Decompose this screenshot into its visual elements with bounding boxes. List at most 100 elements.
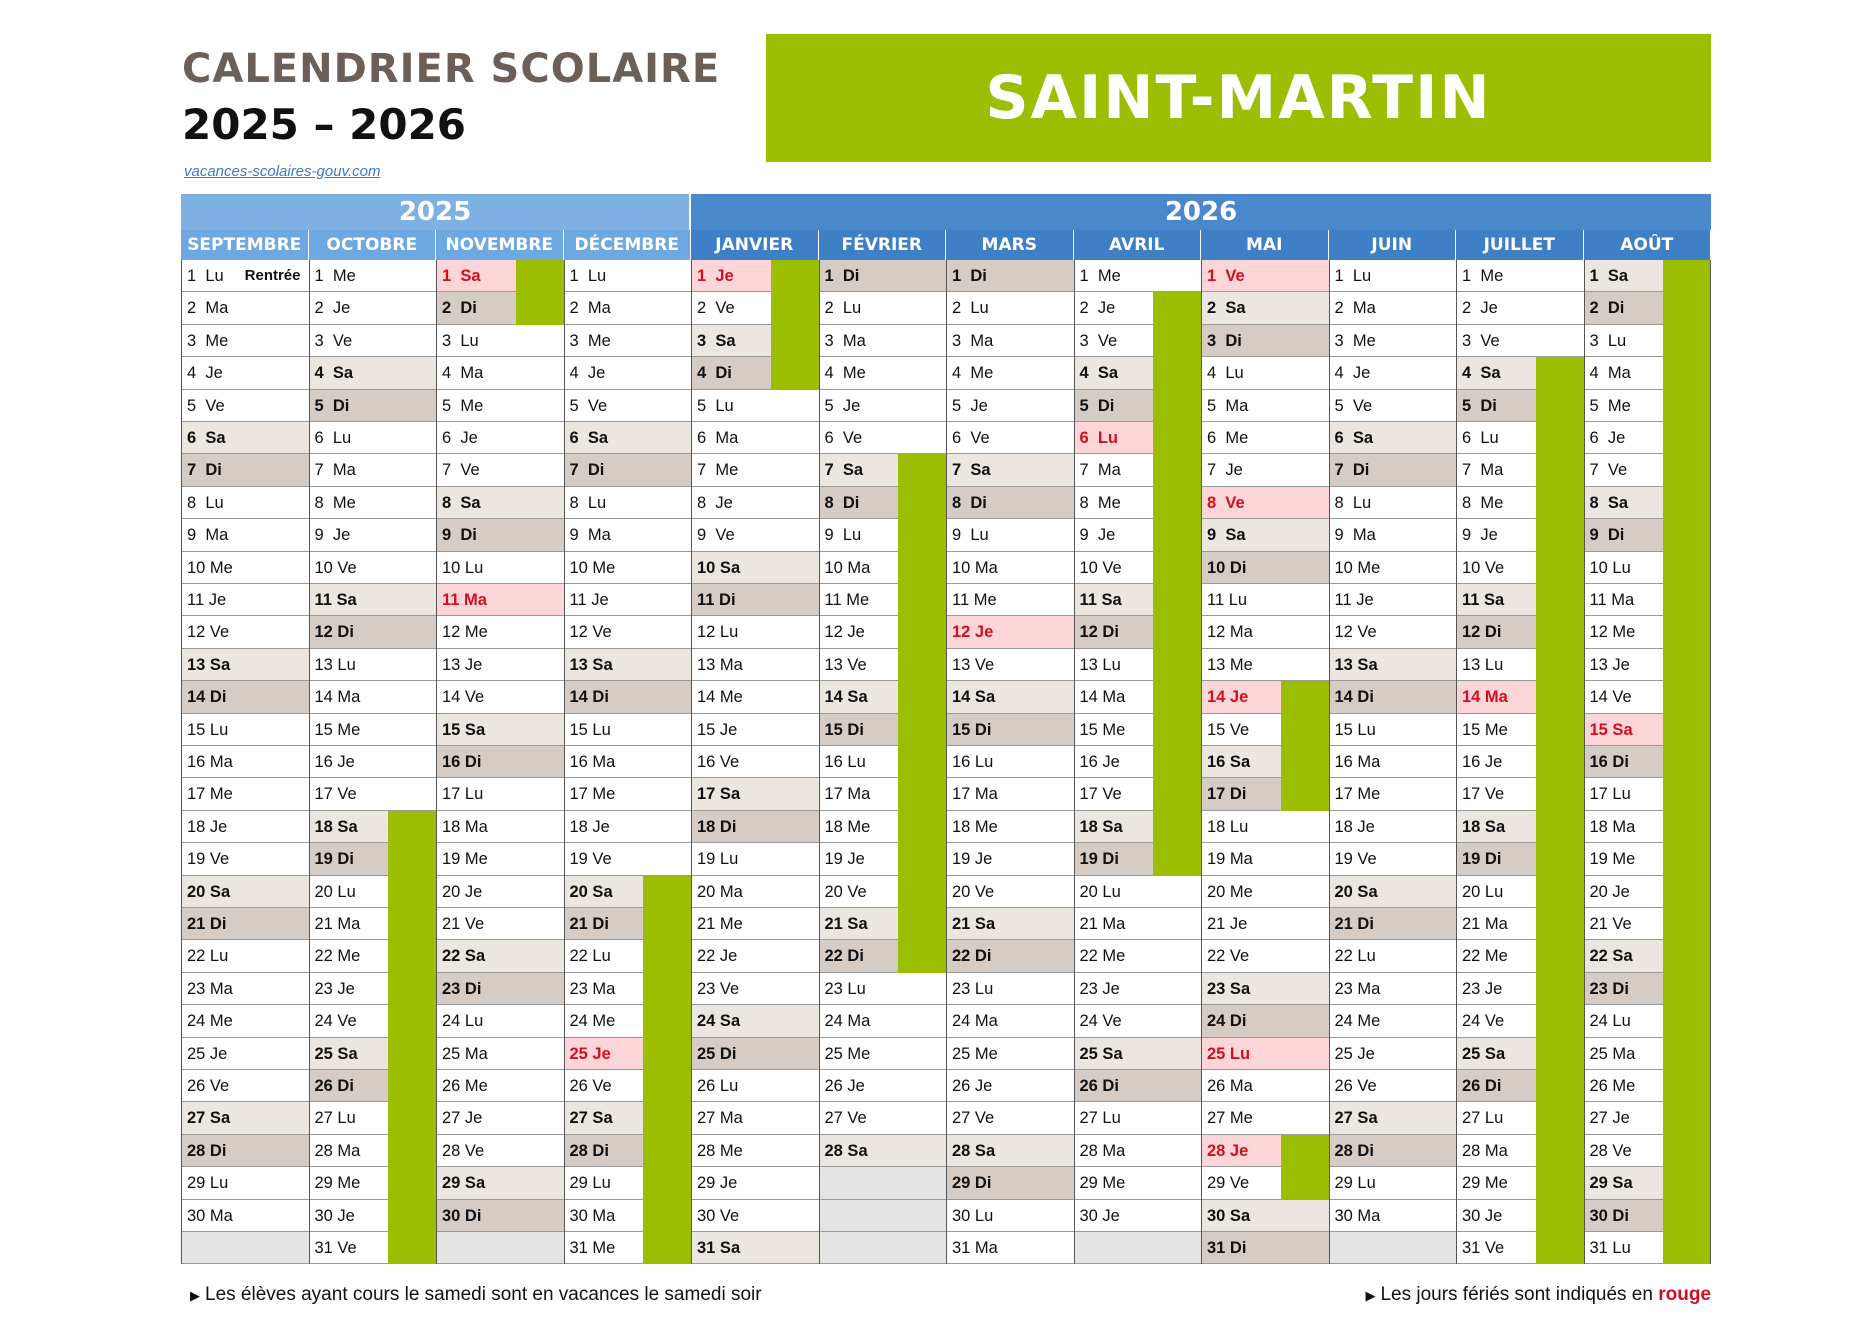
day-label: 13 Je <box>1589 655 1630 674</box>
day-label: 13 Sa <box>569 655 613 674</box>
day-cell: 11 Di <box>691 584 819 617</box>
day-cell: 9 Ma <box>1328 519 1456 552</box>
day-label: 19 Ve <box>1334 850 1377 869</box>
day-label: 22 Me <box>1462 947 1508 966</box>
day-cell: 21 Sa <box>946 908 1074 941</box>
day-label: 20 Lu <box>1462 882 1504 901</box>
day-cell: 17 Di <box>1201 778 1281 811</box>
day-label: 28 Sa <box>952 1141 996 1160</box>
day-cell: 5 Ve <box>181 390 309 422</box>
day-cell: 21 Ma <box>308 908 388 941</box>
day-label: 15 Me <box>1079 720 1126 739</box>
day-cell: 30 Ve <box>691 1200 819 1232</box>
day-cell: 30 Je <box>1073 1200 1201 1232</box>
day-cell: 29 Lu <box>181 1167 309 1200</box>
day-label: 18 Sa <box>1079 817 1123 836</box>
day-label: 1 Di <box>824 267 860 285</box>
day-cell: 16 Di <box>436 746 564 779</box>
day-label: 31 Ve <box>314 1239 357 1257</box>
day-cell: 3 Sa <box>691 324 771 358</box>
day-label: 2 Ma <box>187 299 229 318</box>
day-cell: 14 Di <box>1328 681 1456 714</box>
day-cell: 12 Di <box>1073 616 1153 649</box>
day-cell: 18 Lu <box>1201 811 1329 844</box>
day-cell: 10 Ve <box>1073 552 1153 584</box>
day-label: 3 Me <box>187 331 229 350</box>
calendar-title: CALENDRIER SCOLAIRE <box>182 46 721 92</box>
day-label: 11 Me <box>952 591 997 609</box>
vacation-band <box>515 260 564 325</box>
day-label: 15 Me <box>1462 720 1508 739</box>
day-label: 26 Me <box>1589 1077 1636 1095</box>
day-label: 9 Sa <box>1207 526 1246 545</box>
empty-day-cell <box>181 1232 309 1265</box>
source-link[interactable]: vacances-scolaires-gouv.com <box>184 163 381 180</box>
day-label: 23 Lu <box>952 979 994 998</box>
day-label: 31 Di <box>1207 1239 1247 1257</box>
month-header: OCTOBRE <box>308 230 436 260</box>
day-label: 2 Ma <box>569 299 611 318</box>
day-label: 24 Di <box>1207 1012 1247 1031</box>
day-cell: 26 Ve <box>181 1070 309 1103</box>
day-label: 11 Lu <box>1207 591 1248 609</box>
day-cell: 2 Lu <box>818 292 946 325</box>
day-cell: 28 Ma <box>1073 1135 1201 1168</box>
day-cell: 27 Sa <box>181 1102 309 1135</box>
day-cell: 2 Ma <box>1328 292 1456 325</box>
column-separator <box>1073 260 1075 1265</box>
day-label: 28 Ma <box>314 1141 361 1160</box>
day-cell: 13 Lu <box>308 649 436 682</box>
day-label: 14 Me <box>697 688 743 707</box>
day-label: 23 Sa <box>1207 979 1251 998</box>
day-label: 23 Di <box>1589 979 1629 998</box>
day-label: 3 Ma <box>952 331 994 350</box>
day-label: 9 Je <box>314 526 351 545</box>
day-cell: 17 Ma <box>818 778 898 811</box>
day-label: 18 Je <box>1334 817 1375 836</box>
day-cell: 1 Di <box>818 260 946 293</box>
day-label: 14 Ma <box>1079 688 1126 707</box>
day-label: 12 Di <box>1079 623 1119 642</box>
day-label: 3 Di <box>1207 331 1242 350</box>
day-cell: 24 Sa <box>691 1005 819 1038</box>
day-cell: 30 Ma <box>563 1200 643 1232</box>
day-cell: 29 Je <box>691 1167 819 1200</box>
day-cell: 1 Me <box>308 260 436 293</box>
day-label: 27 Sa <box>569 1109 613 1128</box>
day-cell: 22 Je <box>691 940 819 973</box>
day-cell: 28 Ma <box>308 1135 388 1168</box>
day-cell: 31 Ve <box>1456 1232 1536 1265</box>
day-label: 12 Je <box>952 623 994 642</box>
day-cell: 4 Me <box>818 357 946 390</box>
day-label: 6 Ve <box>952 429 990 447</box>
day-cell: 1 Me <box>1456 260 1584 293</box>
calendar-grid: 2025 2026 SEPTEMBRE 1 Lu Rentrée 2 Ma 3 Me 4 Je… <box>181 194 1711 1268</box>
day-cell: 8 Sa <box>1583 486 1663 520</box>
day-cell: 2 Je <box>1073 292 1153 325</box>
day-cell: 13 Je <box>1583 649 1663 682</box>
day-cell: 19 Di <box>1456 843 1536 876</box>
day-cell: 30 Je <box>1456 1200 1536 1232</box>
day-label: 19 Me <box>442 850 488 869</box>
day-label: 11 Ma <box>442 591 487 609</box>
day-cell: 13 Ma <box>691 649 819 682</box>
day-label: 5 Di <box>1079 396 1115 415</box>
day-cell: 16 Di <box>1583 746 1663 779</box>
day-label: 4 Di <box>697 364 732 383</box>
day-label: 7 Ma <box>1079 461 1121 480</box>
day-label: 9 Je <box>1079 526 1116 545</box>
day-cell: 28 Me <box>691 1135 819 1168</box>
empty-day-cell <box>818 1167 946 1200</box>
day-label: 17 Ma <box>952 785 998 804</box>
day-cell: 1 Lu Rentrée <box>181 260 309 293</box>
day-label: 7 Me <box>697 461 739 480</box>
day-cell: 14 Je <box>1201 681 1281 714</box>
day-label: 22 Di <box>824 947 864 966</box>
day-label: 12 Ve <box>1334 623 1377 642</box>
day-label: 1 Me <box>1462 267 1504 285</box>
day-cell: 10 Di <box>1201 551 1329 584</box>
day-cell: 1 Me <box>1073 260 1201 293</box>
day-label: 14 Di <box>569 688 609 707</box>
day-cell: 29 Me <box>1073 1167 1201 1200</box>
day-label: 12 Ma <box>1207 623 1253 642</box>
